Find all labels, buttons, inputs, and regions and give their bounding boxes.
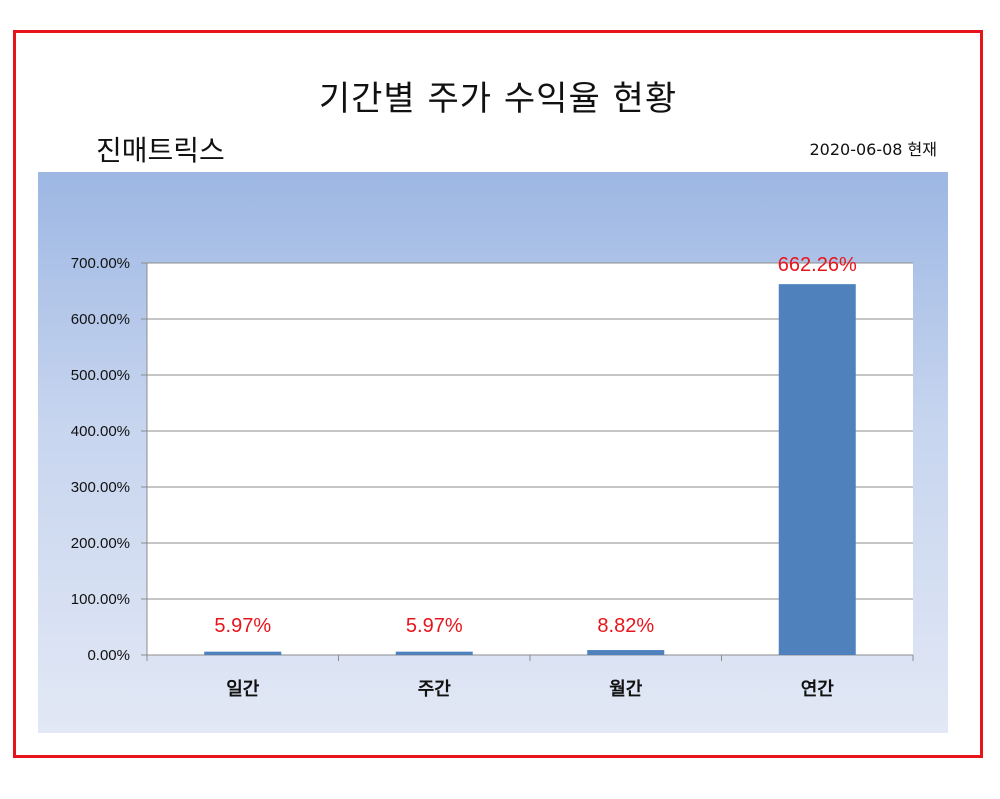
data-label: 662.26%	[778, 254, 857, 276]
company-name: 진매트릭스	[96, 134, 225, 167]
y-tick-label: 500.00%	[71, 367, 130, 384]
data-label: 8.82%	[597, 615, 654, 637]
as-of-date: 2020-06-08 현재	[809, 140, 937, 159]
y-tick-label: 600.00%	[71, 311, 130, 328]
bar	[395, 651, 473, 655]
bar	[778, 284, 856, 655]
y-tick-label: 300.00%	[71, 479, 130, 496]
y-tick-label: 100.00%	[71, 591, 130, 608]
y-tick-label: 400.00%	[71, 423, 130, 440]
data-label: 5.97%	[406, 615, 463, 637]
category-label: 주간	[418, 679, 452, 700]
chart-title: 기간별 주가 수익율 현황	[318, 79, 678, 119]
data-label: 5.97%	[214, 615, 271, 637]
y-tick-label: 700.00%	[71, 255, 130, 272]
category-label: 월간	[609, 679, 643, 700]
bar	[204, 651, 282, 655]
y-tick-label: 200.00%	[71, 535, 130, 552]
category-label: 일간	[226, 679, 260, 700]
y-tick-label: 0.00%	[87, 647, 130, 664]
bar	[587, 650, 665, 655]
category-label: 연간	[801, 679, 835, 700]
